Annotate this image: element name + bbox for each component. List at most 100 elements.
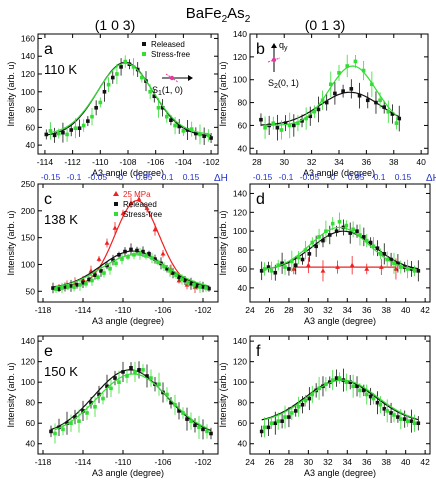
data-point bbox=[156, 260, 160, 265]
x-axis-label: A3 angle (degree) bbox=[304, 316, 376, 326]
data-point bbox=[78, 283, 82, 287]
data-point bbox=[378, 252, 383, 256]
data-point bbox=[96, 256, 102, 261]
data-point bbox=[173, 402, 177, 407]
fit-curve-stress-free bbox=[55, 254, 207, 288]
data-point bbox=[121, 370, 125, 374]
y-tick-label: 140 bbox=[233, 336, 247, 346]
data-point bbox=[392, 413, 396, 417]
delta-h-tick-label: -0.05 bbox=[88, 172, 108, 182]
data-point bbox=[169, 400, 173, 405]
legend-marker bbox=[114, 202, 118, 206]
data-point bbox=[198, 285, 202, 289]
panel-letter: d bbox=[256, 191, 265, 208]
data-point bbox=[157, 382, 161, 387]
data-point bbox=[317, 386, 321, 391]
y-tick-label: 40 bbox=[238, 283, 248, 293]
data-point bbox=[69, 284, 73, 288]
data-point bbox=[54, 287, 58, 291]
x-tick-label: 36 bbox=[362, 305, 372, 315]
data-point bbox=[49, 429, 53, 434]
data-point bbox=[349, 87, 354, 91]
data-point bbox=[84, 281, 88, 286]
x-tick-label: -102 bbox=[203, 157, 220, 167]
data-point bbox=[189, 127, 194, 131]
legend-marker bbox=[142, 42, 146, 46]
data-point bbox=[209, 431, 213, 436]
x-tick-label: -114 bbox=[75, 305, 92, 315]
y-tick-label: 160 bbox=[21, 33, 35, 43]
fit-curve-stress-free bbox=[50, 62, 209, 135]
data-point bbox=[300, 402, 305, 407]
data-point bbox=[145, 374, 149, 378]
data-point bbox=[296, 121, 300, 125]
x-tick-label: 24 bbox=[245, 305, 255, 315]
data-point bbox=[262, 267, 267, 271]
data-point bbox=[81, 123, 86, 128]
x-tick-label: -114 bbox=[75, 457, 92, 467]
data-point bbox=[136, 196, 142, 201]
data-point bbox=[280, 419, 284, 423]
legend-label: Released bbox=[123, 200, 157, 209]
data-point bbox=[396, 415, 400, 419]
data-point bbox=[358, 233, 362, 237]
data-point bbox=[361, 68, 366, 73]
x-tick-label: -102 bbox=[194, 305, 211, 315]
data-point bbox=[194, 131, 198, 136]
x-tick-label: 40 bbox=[416, 157, 426, 167]
panel-letter: f bbox=[256, 343, 261, 360]
data-point bbox=[144, 205, 150, 210]
data-point bbox=[52, 133, 57, 138]
data-point bbox=[181, 129, 186, 133]
data-point bbox=[61, 427, 65, 432]
data-point bbox=[204, 286, 208, 290]
data-point bbox=[389, 257, 393, 262]
data-point bbox=[405, 267, 410, 271]
data-point bbox=[132, 253, 136, 257]
data-point bbox=[160, 251, 166, 256]
y-tick-label: 120 bbox=[233, 357, 247, 367]
data-point bbox=[129, 366, 133, 370]
x-tick-label: 30 bbox=[279, 157, 289, 167]
delta-h-tick-label: 0.1 bbox=[162, 172, 174, 182]
panel-letter: a bbox=[44, 41, 53, 58]
x-axis-label: A3 angle (degree) bbox=[92, 316, 164, 326]
x-tick-label: -106 bbox=[154, 305, 171, 315]
data-point bbox=[164, 114, 169, 119]
plot-frame bbox=[37, 183, 219, 303]
data-point bbox=[291, 266, 297, 271]
data-point bbox=[378, 98, 382, 103]
x-tick-label: -110 bbox=[115, 457, 132, 467]
data-point bbox=[351, 227, 355, 232]
y-axis-label: Intensity (arb. u) bbox=[218, 210, 228, 275]
data-point bbox=[348, 380, 353, 384]
data-point bbox=[334, 229, 339, 233]
data-point bbox=[392, 261, 396, 266]
data-point bbox=[149, 376, 153, 380]
data-point bbox=[110, 75, 115, 80]
data-point bbox=[160, 105, 165, 110]
data-point bbox=[181, 411, 185, 415]
data-point bbox=[108, 266, 112, 271]
data-point bbox=[259, 429, 264, 434]
temperature-label: 150 K bbox=[44, 364, 78, 379]
x-tick-label: -114 bbox=[37, 157, 54, 167]
data-point bbox=[279, 128, 284, 132]
data-point bbox=[114, 261, 118, 266]
data-point bbox=[317, 235, 321, 239]
y-tick-label: 120 bbox=[233, 52, 247, 62]
data-point bbox=[165, 392, 169, 397]
data-point bbox=[98, 100, 103, 105]
data-point bbox=[362, 235, 366, 239]
y-tick-label: 100 bbox=[233, 377, 247, 387]
panel-letter: e bbox=[44, 343, 53, 360]
y-tick-label: 60 bbox=[238, 418, 248, 428]
data-point bbox=[168, 269, 172, 273]
y-tick-label: 100 bbox=[21, 87, 35, 97]
data-point bbox=[396, 261, 400, 266]
data-point bbox=[280, 261, 284, 266]
data-point bbox=[150, 256, 154, 260]
data-point bbox=[177, 409, 181, 413]
data-point bbox=[189, 419, 193, 423]
x-tick-label: 34 bbox=[343, 457, 353, 467]
